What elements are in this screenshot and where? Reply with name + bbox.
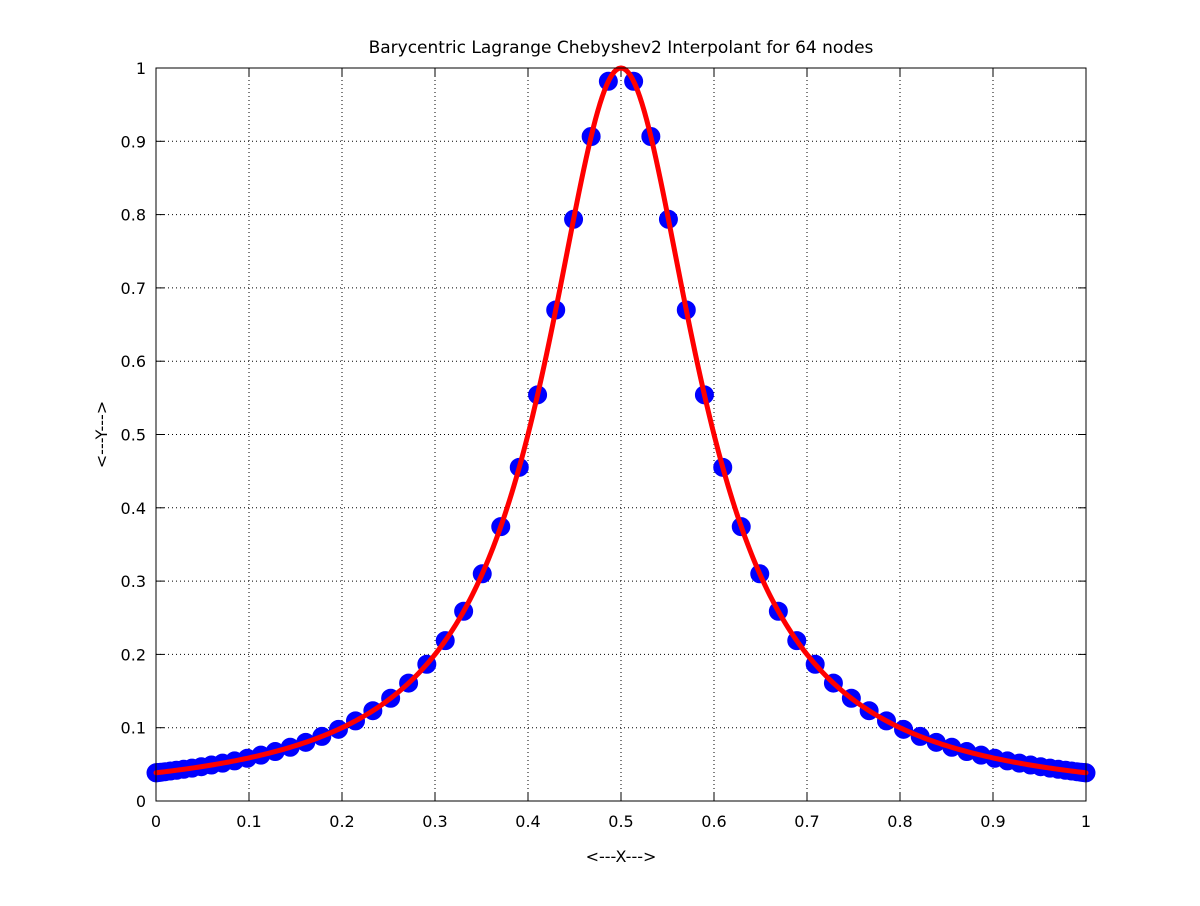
x-tick-label: 0.9 [980,812,1005,831]
x-tick-label: 0.6 [701,812,726,831]
axes-box [155,67,1087,802]
y-tick-label: 0.2 [121,645,146,664]
x-tick-label: 0.2 [329,812,354,831]
x-tick-label: 0.1 [236,812,261,831]
y-tick-label: 0.5 [121,426,146,445]
y-tick-label: 0.3 [121,572,146,591]
y-tick-label: 0.1 [121,719,146,738]
y-tick-label: 0 [136,792,146,811]
x-tick-label: 0.4 [515,812,540,831]
y-tick-label: 0.6 [121,352,146,371]
x-tick-label: 0.3 [422,812,447,831]
y-tick-label: 1 [136,59,146,78]
y-axis-label: <---Y---> [92,401,111,468]
x-tick-label: 0.5 [608,812,633,831]
ticks: 0 0.1 0.2 0.3 0.4 0.5 0.6 0.7 0.8 0.9 1 0 0.1 0.2 0.3 0… [121,59,1092,831]
x-axis-label: <---X---> [586,847,657,866]
grid [156,68,1086,801]
y-tick-label: 0.7 [121,279,146,298]
y-tick-label: 0.9 [121,132,146,151]
y-tick-label: 0.4 [121,499,146,518]
chart-title: Barycentric Lagrange Chebyshev2 Interpol… [369,38,874,58]
y-tick-label: 0.8 [121,206,146,225]
x-tick-label: 0.7 [794,812,819,831]
x-tick-label: 0.8 [887,812,912,831]
x-tick-label: 1 [1081,812,1091,831]
x-tick-label: 0 [151,812,161,831]
